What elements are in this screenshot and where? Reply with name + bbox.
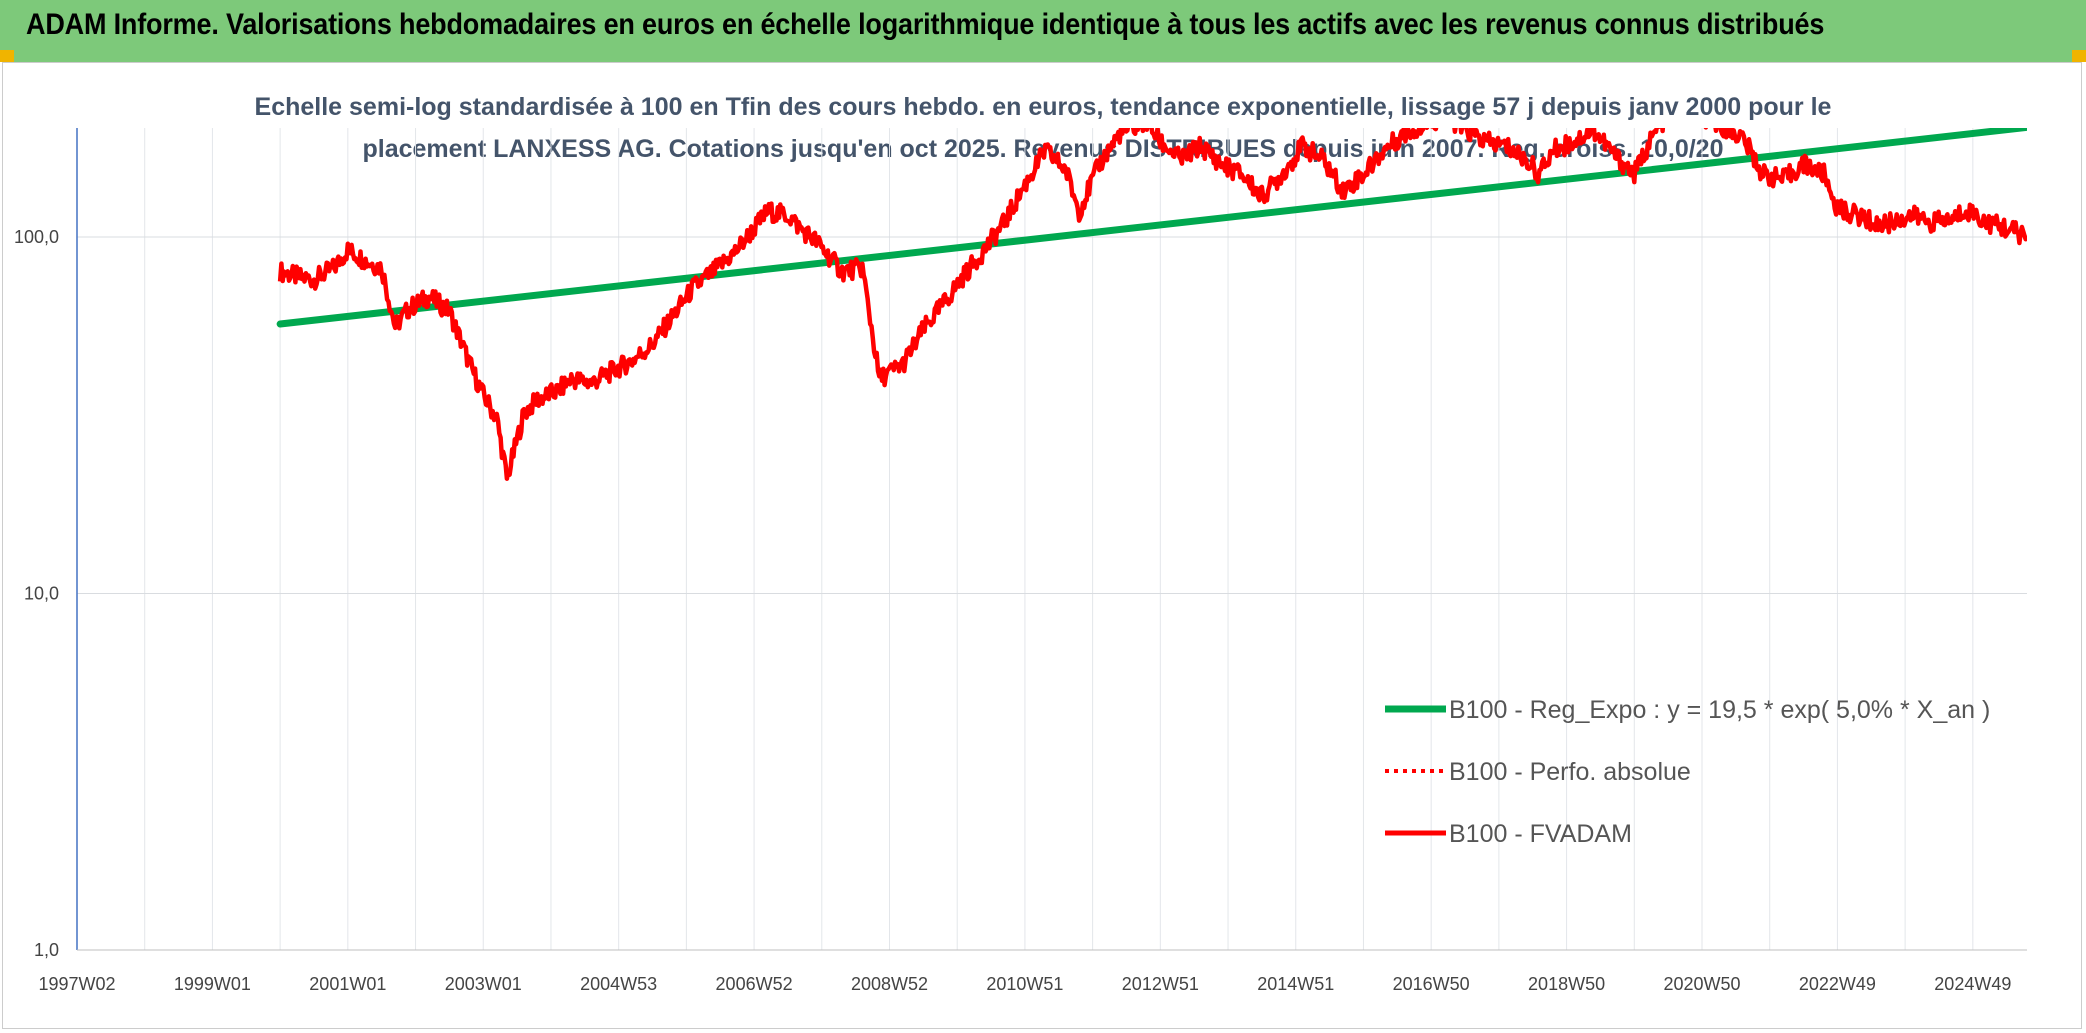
x-tick-label: 1997W02 [38, 974, 115, 994]
x-tick-label: 2024W49 [1934, 974, 2011, 994]
x-tick-label: 2001W01 [309, 974, 386, 994]
legend-label-fvadam: B100 - FVADAM [1449, 820, 1632, 848]
legend-label-reg-expo: B100 - Reg_Expo : y = 19,5 * exp( 5,0% *… [1449, 696, 1990, 724]
chart-frame [2, 62, 2082, 1029]
x-tick-label: 2003W01 [445, 974, 522, 994]
y-tick-label: 100,0 [14, 227, 59, 247]
corner-accent-left [0, 50, 14, 62]
x-tick-label: 2008W52 [851, 974, 928, 994]
x-axis-ticks: 1997W02 1999W01 2001W01 2003W01 2004W53 2006W… [38, 974, 2011, 994]
legend-label-perfo: B100 - Perfo. absolue [1449, 758, 1691, 786]
header-bar: ADAM Informe. Valorisations hebdomadaire… [0, 0, 2086, 62]
x-tick-label: 2020W50 [1663, 974, 1740, 994]
legend: B100 - Reg_Expo : y = 19,5 * exp( 5,0% *… [1385, 696, 1990, 848]
y-tick-label: 10,0 [24, 584, 59, 604]
y-tick-label: 1,0 [34, 940, 59, 960]
plot-area [276, 128, 2027, 481]
horizontal-grid [77, 236, 2027, 594]
x-tick-label: 2014W51 [1257, 974, 1334, 994]
y-axis-ticks: 100,0 10,0 1,0 [14, 227, 59, 960]
x-tick-label: 2006W52 [716, 974, 793, 994]
x-tick-label: 2022W49 [1799, 974, 1876, 994]
x-tick-label: 2018W50 [1528, 974, 1605, 994]
corner-accent-right [2072, 50, 2086, 62]
x-tick-label: 2012W51 [1122, 974, 1199, 994]
chart-subtitle-line-1: Echelle semi-log standardisée à 100 en T… [255, 93, 1832, 121]
x-tick-label: 2004W53 [580, 974, 657, 994]
page-title: ADAM Informe. Valorisations hebdomadaire… [26, 8, 1825, 41]
x-tick-label: 2010W51 [986, 974, 1063, 994]
fvadam-line [277, 128, 2027, 481]
vertical-grid [144, 128, 1974, 950]
x-tick-label: 2016W50 [1393, 974, 1470, 994]
trend-line [276, 128, 2027, 328]
x-tick-label: 1999W01 [174, 974, 251, 994]
